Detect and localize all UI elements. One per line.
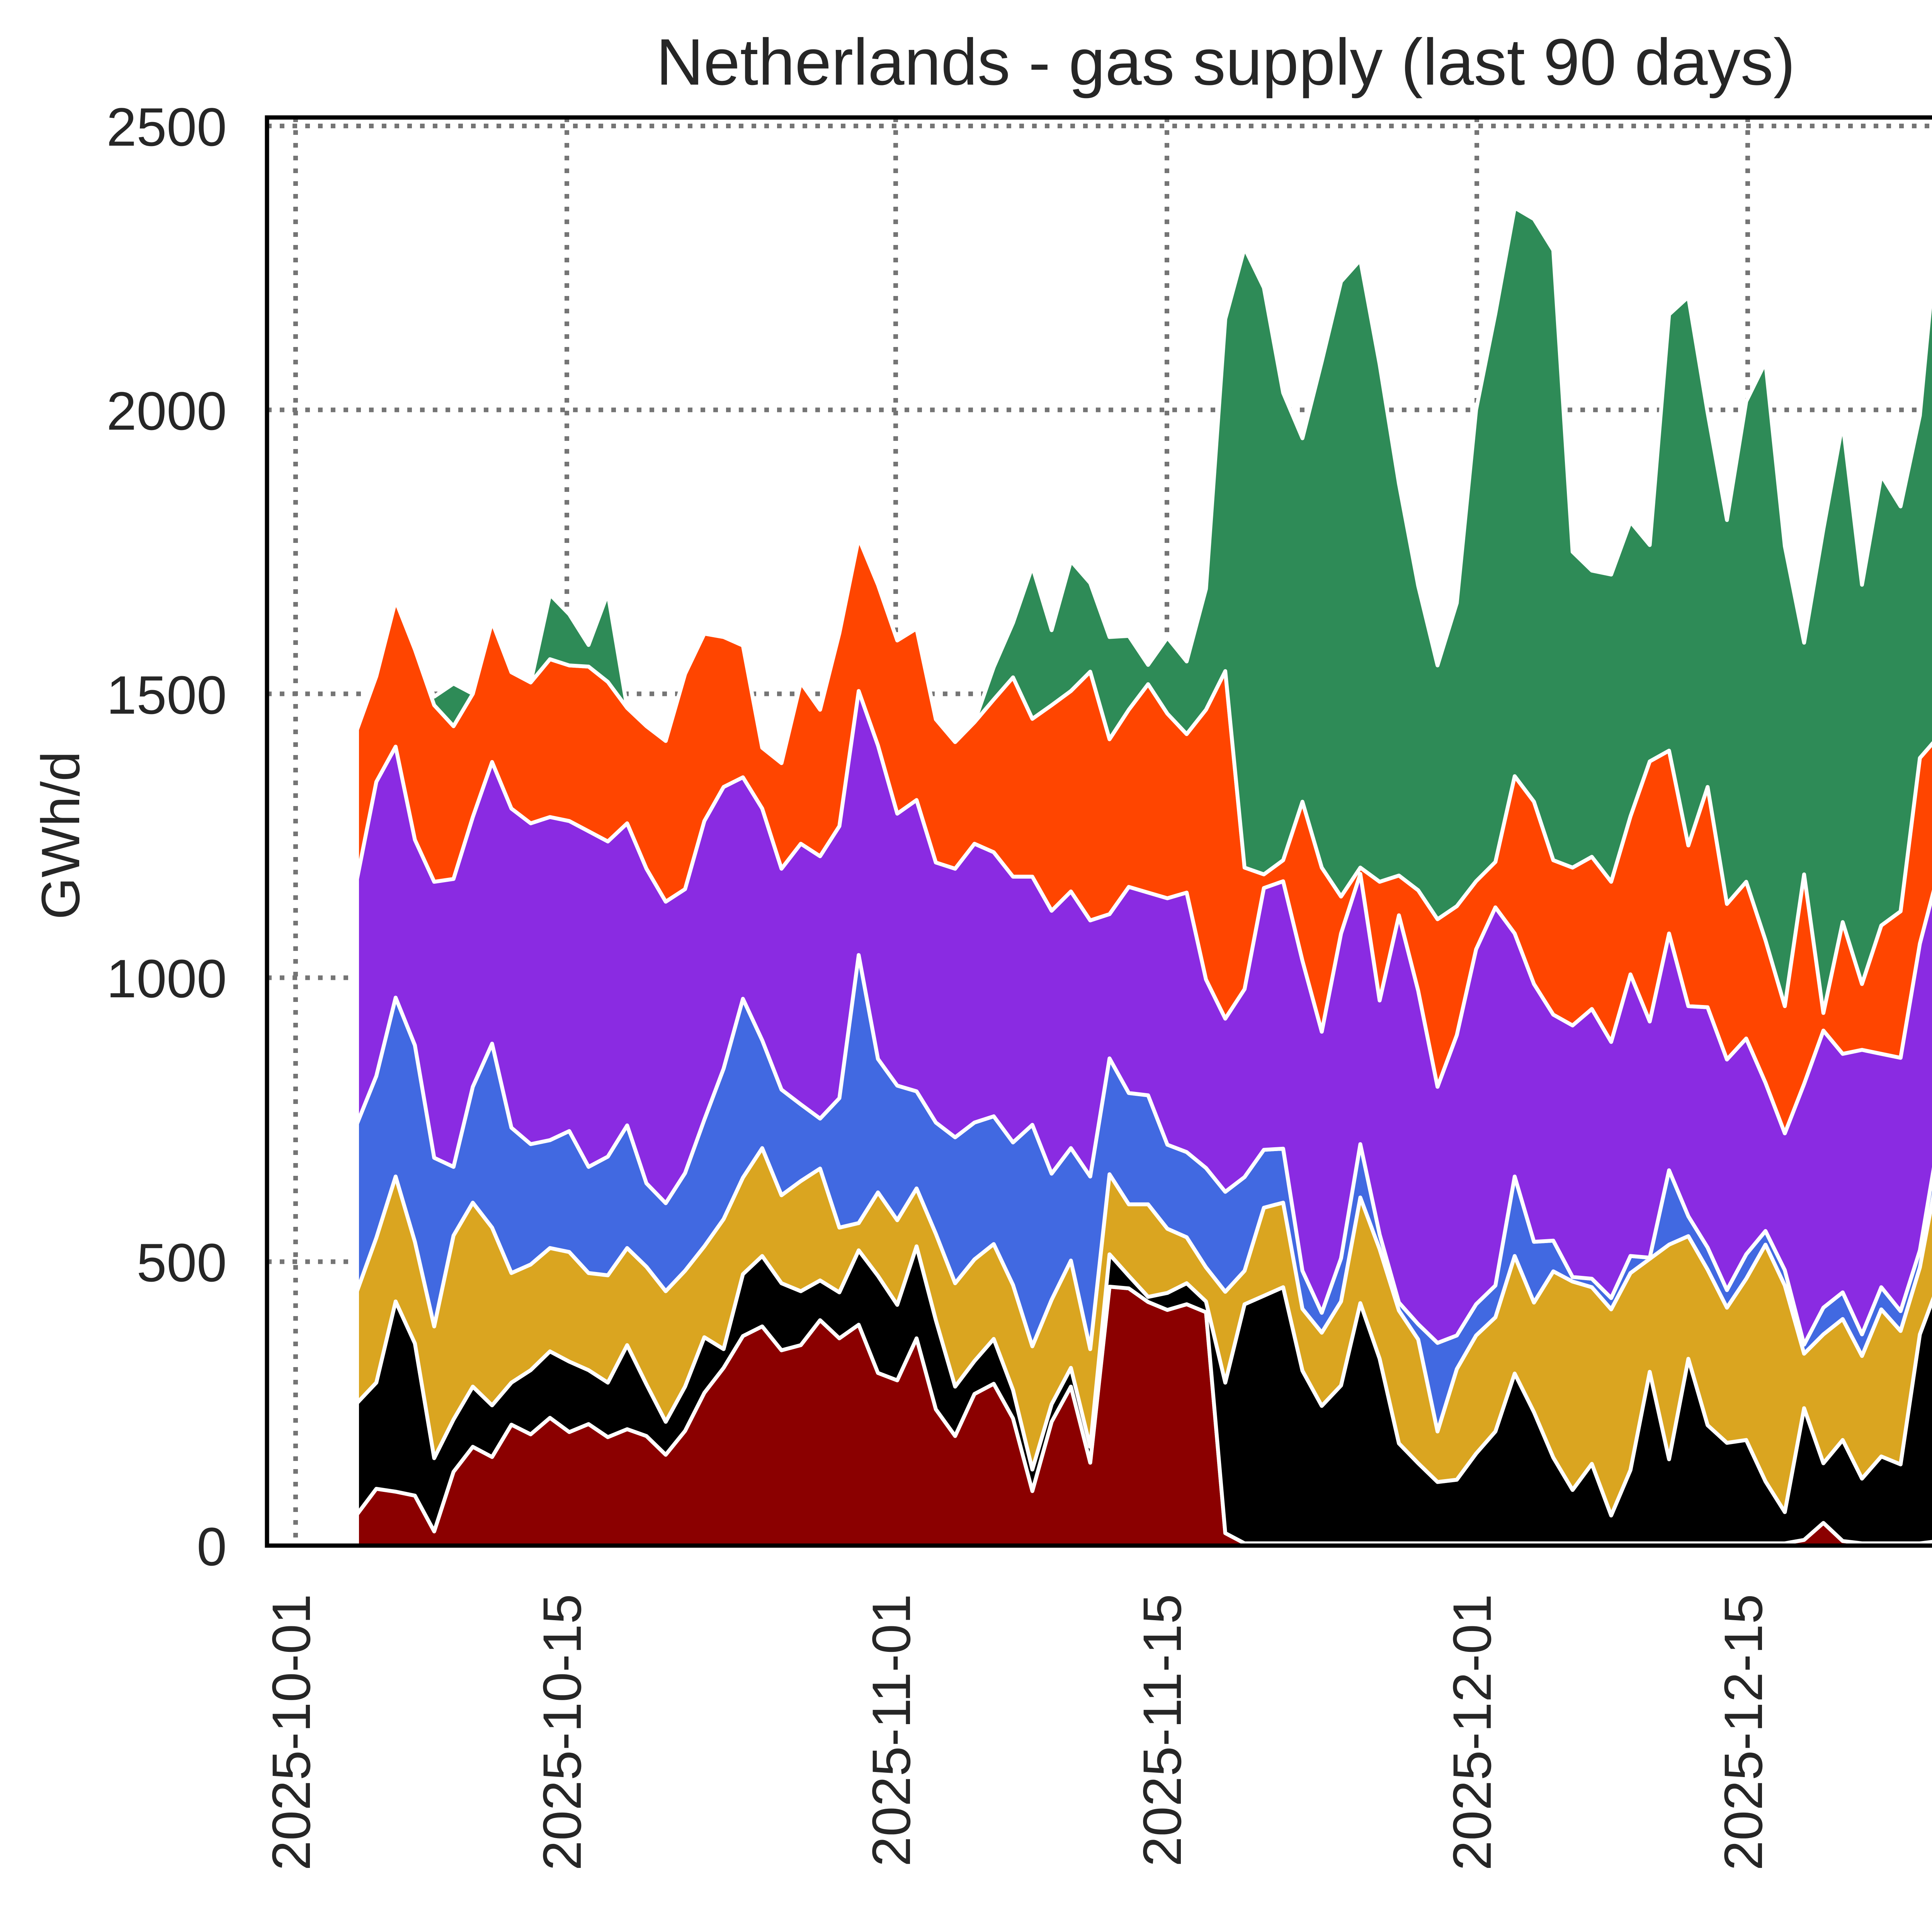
svg-text:2025-10-01: 2025-10-01 — [261, 1594, 321, 1871]
svg-text:2025-11-01: 2025-11-01 — [861, 1594, 922, 1867]
svg-text:1500: 1500 — [107, 665, 227, 725]
svg-text:2025-12-01: 2025-12-01 — [1442, 1594, 1502, 1871]
svg-text:2025-10-15: 2025-10-15 — [532, 1594, 592, 1871]
svg-text:2500: 2500 — [107, 97, 227, 157]
svg-text:2000: 2000 — [107, 381, 227, 441]
svg-text:Netherlands - gas supply (last: Netherlands - gas supply (last 90 days) — [656, 26, 1795, 99]
svg-text:500: 500 — [136, 1232, 227, 1293]
svg-text:1000: 1000 — [107, 948, 227, 1009]
svg-text:2025-12-15: 2025-12-15 — [1713, 1594, 1774, 1871]
svg-text:0: 0 — [197, 1516, 227, 1577]
svg-text:2025-11-15: 2025-11-15 — [1132, 1594, 1192, 1867]
svg-text:GWh/d: GWh/d — [30, 751, 91, 920]
